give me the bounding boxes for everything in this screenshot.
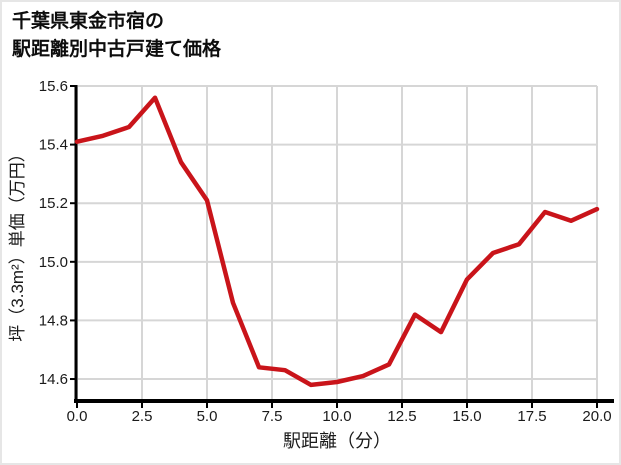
y-tick-label: 15.0 xyxy=(39,254,68,271)
y-tick-label: 14.8 xyxy=(39,312,68,329)
x-tick-label: 12.5 xyxy=(387,408,416,425)
x-tick-label: 15.0 xyxy=(452,408,481,425)
x-tick-label: 10.0 xyxy=(322,408,351,425)
x-axis-label: 駅距離（分） xyxy=(283,431,391,451)
price-data-line xyxy=(74,95,600,388)
y-axis-label: 坪（3.3m²）単価（万円） xyxy=(8,145,27,341)
y-tick-label: 15.4 xyxy=(39,137,68,154)
chart-title-line2: 駅距離別中古戸建て価格 xyxy=(12,39,222,60)
x-tick-label: 17.5 xyxy=(517,408,546,425)
y-tick-label: 15.2 xyxy=(39,195,68,212)
x-tick-label: 2.5 xyxy=(132,408,153,425)
y-tick-label: 14.6 xyxy=(39,371,68,388)
y-tick-label: 15.6 xyxy=(39,78,68,95)
x-tick-label: 0.0 xyxy=(67,408,88,425)
x-tick-label: 7.5 xyxy=(262,408,283,425)
chart-title: 千葉県東金市宿の 駅距離別中古戸建て価格 xyxy=(12,8,221,64)
x-tick-label: 5.0 xyxy=(197,408,218,425)
x-tick-label: 20.0 xyxy=(582,408,611,425)
chart-title-line1: 千葉県東金市宿の xyxy=(12,11,165,32)
